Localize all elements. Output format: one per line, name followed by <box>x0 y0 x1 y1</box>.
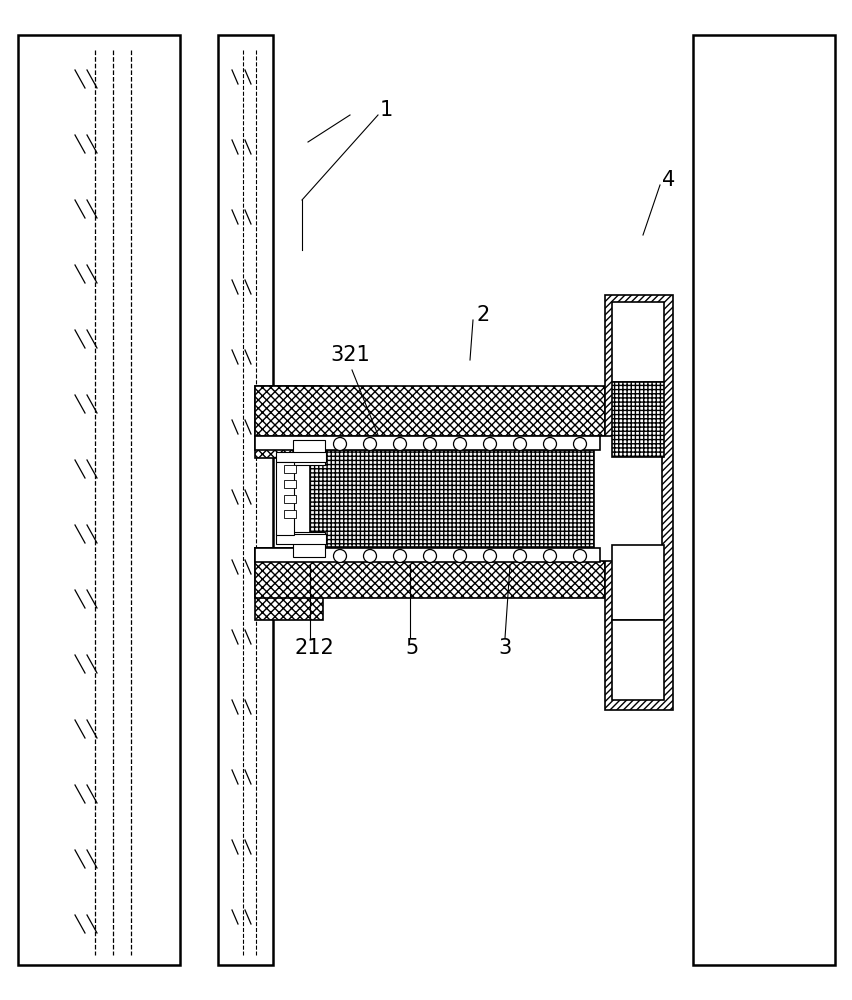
Bar <box>612 302 664 382</box>
Circle shape <box>333 438 347 450</box>
Bar <box>276 462 294 535</box>
Bar <box>276 452 326 462</box>
Bar <box>293 532 325 557</box>
Bar <box>612 382 664 457</box>
Bar <box>255 548 605 598</box>
Circle shape <box>573 438 586 450</box>
Circle shape <box>453 438 467 450</box>
Circle shape <box>423 550 436 562</box>
Circle shape <box>394 550 406 562</box>
Text: 5: 5 <box>405 638 418 658</box>
Text: 1: 1 <box>380 100 394 120</box>
Bar <box>18 35 180 965</box>
Bar <box>594 436 662 561</box>
Bar <box>310 450 600 547</box>
Text: 212: 212 <box>295 638 335 658</box>
Text: 4: 4 <box>662 170 676 190</box>
Bar <box>284 480 296 488</box>
Circle shape <box>364 438 377 450</box>
Circle shape <box>573 550 586 562</box>
Circle shape <box>544 550 556 562</box>
Circle shape <box>483 550 497 562</box>
Circle shape <box>333 550 347 562</box>
Circle shape <box>423 438 436 450</box>
Bar <box>284 510 296 518</box>
Bar <box>284 495 296 503</box>
Bar <box>284 465 296 473</box>
Circle shape <box>364 550 377 562</box>
Bar <box>693 35 835 965</box>
Bar <box>276 534 326 544</box>
Bar <box>255 548 600 562</box>
Bar <box>255 548 323 620</box>
Text: 321: 321 <box>330 345 370 365</box>
Circle shape <box>483 438 497 450</box>
Bar <box>612 545 664 620</box>
Circle shape <box>394 438 406 450</box>
Bar <box>218 35 273 965</box>
Bar <box>255 386 605 436</box>
Circle shape <box>544 438 556 450</box>
Bar <box>612 620 664 700</box>
Bar <box>255 386 323 458</box>
Bar <box>605 295 673 710</box>
Circle shape <box>453 550 467 562</box>
Circle shape <box>514 438 527 450</box>
Bar <box>255 436 600 450</box>
Text: 2: 2 <box>476 305 489 325</box>
Circle shape <box>514 550 527 562</box>
Text: 3: 3 <box>498 638 511 658</box>
Bar <box>293 440 325 465</box>
